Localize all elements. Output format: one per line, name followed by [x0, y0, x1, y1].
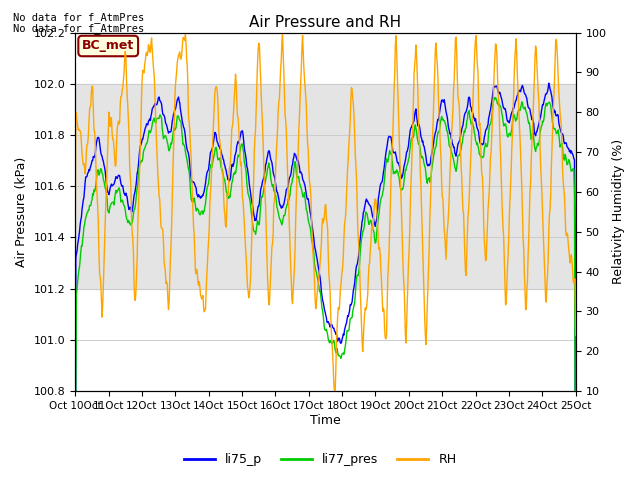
Legend: li75_p, li77_pres, RH: li75_p, li77_pres, RH: [179, 448, 461, 471]
Title: Air Pressure and RH: Air Pressure and RH: [250, 15, 401, 30]
X-axis label: Time: Time: [310, 414, 341, 427]
Y-axis label: Relativity Humidity (%): Relativity Humidity (%): [612, 139, 625, 284]
Text: BC_met: BC_met: [82, 39, 134, 52]
Y-axis label: Air Pressure (kPa): Air Pressure (kPa): [15, 156, 28, 267]
Bar: [75, 84, 576, 288]
Text: No data for f_AtmPres: No data for f_AtmPres: [13, 12, 144, 23]
Text: No data for f_AtmPres: No data for f_AtmPres: [13, 23, 144, 34]
